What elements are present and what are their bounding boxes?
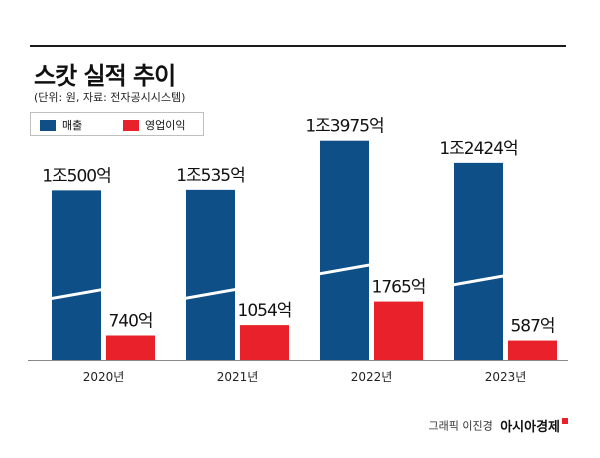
revenue-bar <box>186 189 235 360</box>
operating-profit-bar <box>508 340 557 360</box>
revenue-bar <box>320 140 369 360</box>
x-tick-label: 2020년 <box>83 370 125 384</box>
chart-title: 스캇 실적 추이 <box>34 62 176 90</box>
legend-swatch-operating-profit <box>123 119 139 131</box>
axis-break-mark <box>51 288 102 301</box>
revenue-value-label: 1조3975억 <box>305 117 383 137</box>
x-tick-label: 2021년 <box>217 370 259 384</box>
revenue-value-label: 1조500억 <box>42 166 111 186</box>
revenue-bar <box>52 190 101 360</box>
revenue-bar <box>454 162 503 360</box>
credit: 그래픽 이진경 아시아경제 <box>428 416 568 435</box>
operating-profit-bar <box>374 301 423 360</box>
legend-swatch-revenue <box>40 119 56 131</box>
axis-break-mark <box>185 287 236 300</box>
x-tick-label: 2022년 <box>351 370 393 384</box>
chart-subtitle: (단위: 원, 자료: 전자공시시스템) <box>34 91 186 104</box>
operating-profit-value-label: 740억 <box>108 312 152 332</box>
revenue-value-label: 1조535억 <box>176 166 245 186</box>
brand-mark-icon <box>562 418 568 424</box>
credit-author: 그래픽 이진경 <box>428 419 493 433</box>
operating-profit-bar <box>106 335 155 360</box>
legend: 매출 영업이익 <box>30 112 204 136</box>
operating-profit-bar <box>240 325 289 360</box>
x-tick-label: 2023년 <box>485 370 527 384</box>
top-rule <box>30 45 566 47</box>
legend-label-operating-profit: 영업이익 <box>145 119 186 132</box>
axis-break-mark <box>453 274 504 287</box>
legend-item-operating-profit: 영업이익 <box>123 117 185 133</box>
axis-break-mark <box>319 263 370 276</box>
operating-profit-value-label: 1054억 <box>238 301 292 321</box>
brand-logo: 아시아경제 <box>500 420 560 435</box>
operating-profit-value-label: 587억 <box>510 317 554 337</box>
operating-profit-value-label: 1765억 <box>372 278 426 298</box>
legend-item-revenue: 매출 <box>40 117 82 133</box>
legend-label-revenue: 매출 <box>62 119 83 132</box>
revenue-value-label: 1조2424억 <box>439 139 517 159</box>
